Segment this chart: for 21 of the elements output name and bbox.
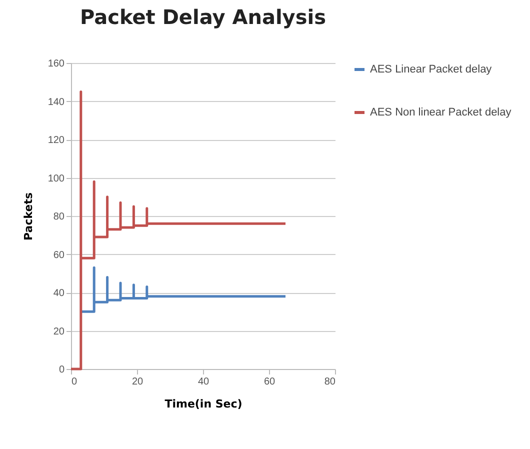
y-tick-label: 20: [53, 326, 65, 338]
y-tick-label: 140: [48, 96, 65, 108]
chart-title: Packet Delay Analysis: [80, 5, 326, 29]
y-tick-label: 100: [48, 173, 65, 184]
x-tick-label: 80: [324, 376, 336, 388]
y-tick-label: 160: [48, 58, 65, 70]
x-tick-label: 20: [132, 376, 144, 388]
y-tick-label: 120: [48, 135, 65, 146]
y-tick-label: 0: [58, 364, 65, 376]
x-axis-title: Time(in Sec): [164, 398, 242, 410]
legend-label: AES Non linear Packet delay: [370, 106, 512, 118]
y-tick-label: 80: [53, 212, 65, 222]
x-tick-label: 60: [264, 376, 276, 388]
line-series: [70, 90, 287, 370]
legend-label: AES Linear Packet delay: [370, 64, 492, 76]
y-tick-label: 40: [53, 288, 65, 299]
line-series: [80, 266, 287, 313]
x-tick-label: 0: [72, 376, 78, 388]
y-tick-label: 60: [53, 250, 65, 261]
y-axis-title: Packets: [22, 192, 35, 240]
x-tick-label: 40: [198, 376, 210, 388]
